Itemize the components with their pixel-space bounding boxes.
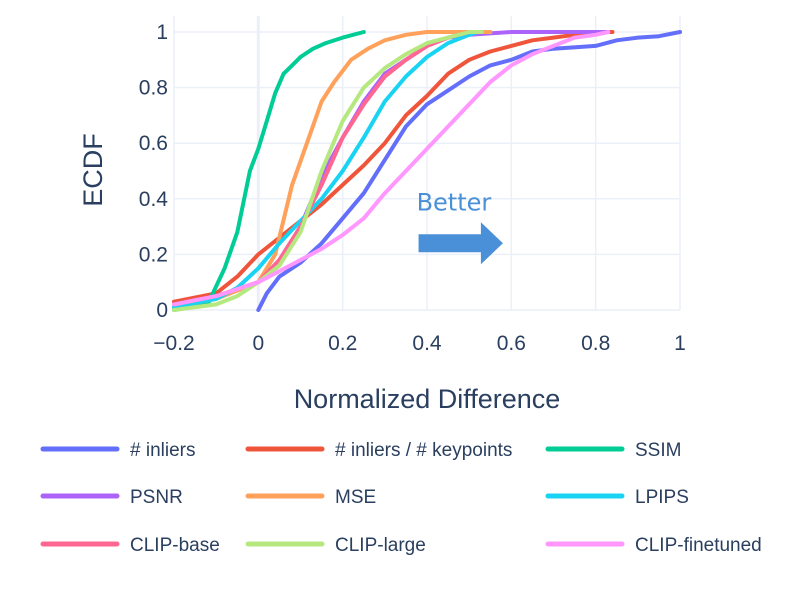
y-tick-label: 0: [156, 299, 168, 322]
series-line-2: [172, 30, 366, 312]
series-line-4: [172, 30, 493, 310]
legend-label: # inliers: [130, 440, 195, 461]
series-line-5: [172, 30, 480, 310]
series-layer: [172, 30, 682, 312]
legend-label: LPIPS: [635, 487, 689, 508]
y-tick-label: 0.8: [139, 77, 168, 100]
legend-label: # inliers / # keypoints: [335, 440, 512, 461]
legend-item-8[interactable]: CLIP-finetuned: [545, 535, 762, 556]
series-line-8: [172, 30, 611, 307]
x-tick-label: 0.4: [412, 332, 442, 355]
annotation-layer: Better: [417, 189, 503, 265]
legend-label: PSNR: [130, 487, 183, 508]
y-axis-title: ECDF: [78, 133, 108, 207]
x-tick-label: 0.2: [328, 332, 357, 355]
legend-item-6[interactable]: CLIP-base: [40, 535, 220, 556]
x-tick-label: 0.8: [581, 332, 610, 355]
series-line-1: [172, 30, 615, 304]
y-tick-label: 0.4: [139, 188, 169, 211]
better-arrow-icon: [418, 222, 503, 265]
legend-item-1[interactable]: # inliers / # keypoints: [245, 440, 512, 461]
legend[interactable]: # inliers # inliers / # keypoints SSIM PSNR…: [40, 440, 762, 556]
legend-item-4[interactable]: MSE: [245, 487, 376, 508]
y-tick-label: 1: [156, 21, 168, 44]
x-axis-title: Normalized Difference: [294, 384, 561, 414]
legend-label: CLIP-large: [335, 535, 426, 556]
series-line-7: [172, 30, 484, 312]
legend-item-2[interactable]: SSIM: [545, 440, 681, 461]
better-annotation-text: Better: [417, 189, 492, 217]
legend-label: SSIM: [635, 440, 681, 461]
x-tick-label: 0: [252, 332, 264, 355]
legend-item-5[interactable]: LPIPS: [545, 487, 689, 508]
legend-item-3[interactable]: PSNR: [40, 487, 183, 508]
legend-label: CLIP-finetuned: [635, 535, 762, 556]
tick-layer: −0.2 0 0.2 0.4 0.6 0.8 1 0 0.2 0.4 0.6 0.8 1: [139, 21, 686, 355]
x-tick-label: −0.2: [153, 332, 194, 355]
x-tick-label: 0.6: [497, 332, 526, 355]
legend-item-7[interactable]: CLIP-large: [245, 535, 426, 556]
x-tick-label: 1: [674, 332, 686, 355]
legend-label: CLIP-base: [130, 535, 220, 556]
y-tick-label: 0.2: [139, 243, 168, 266]
y-tick-label: 0.6: [139, 132, 168, 155]
legend-item-0[interactable]: # inliers: [40, 440, 195, 461]
legend-label: MSE: [335, 487, 376, 508]
